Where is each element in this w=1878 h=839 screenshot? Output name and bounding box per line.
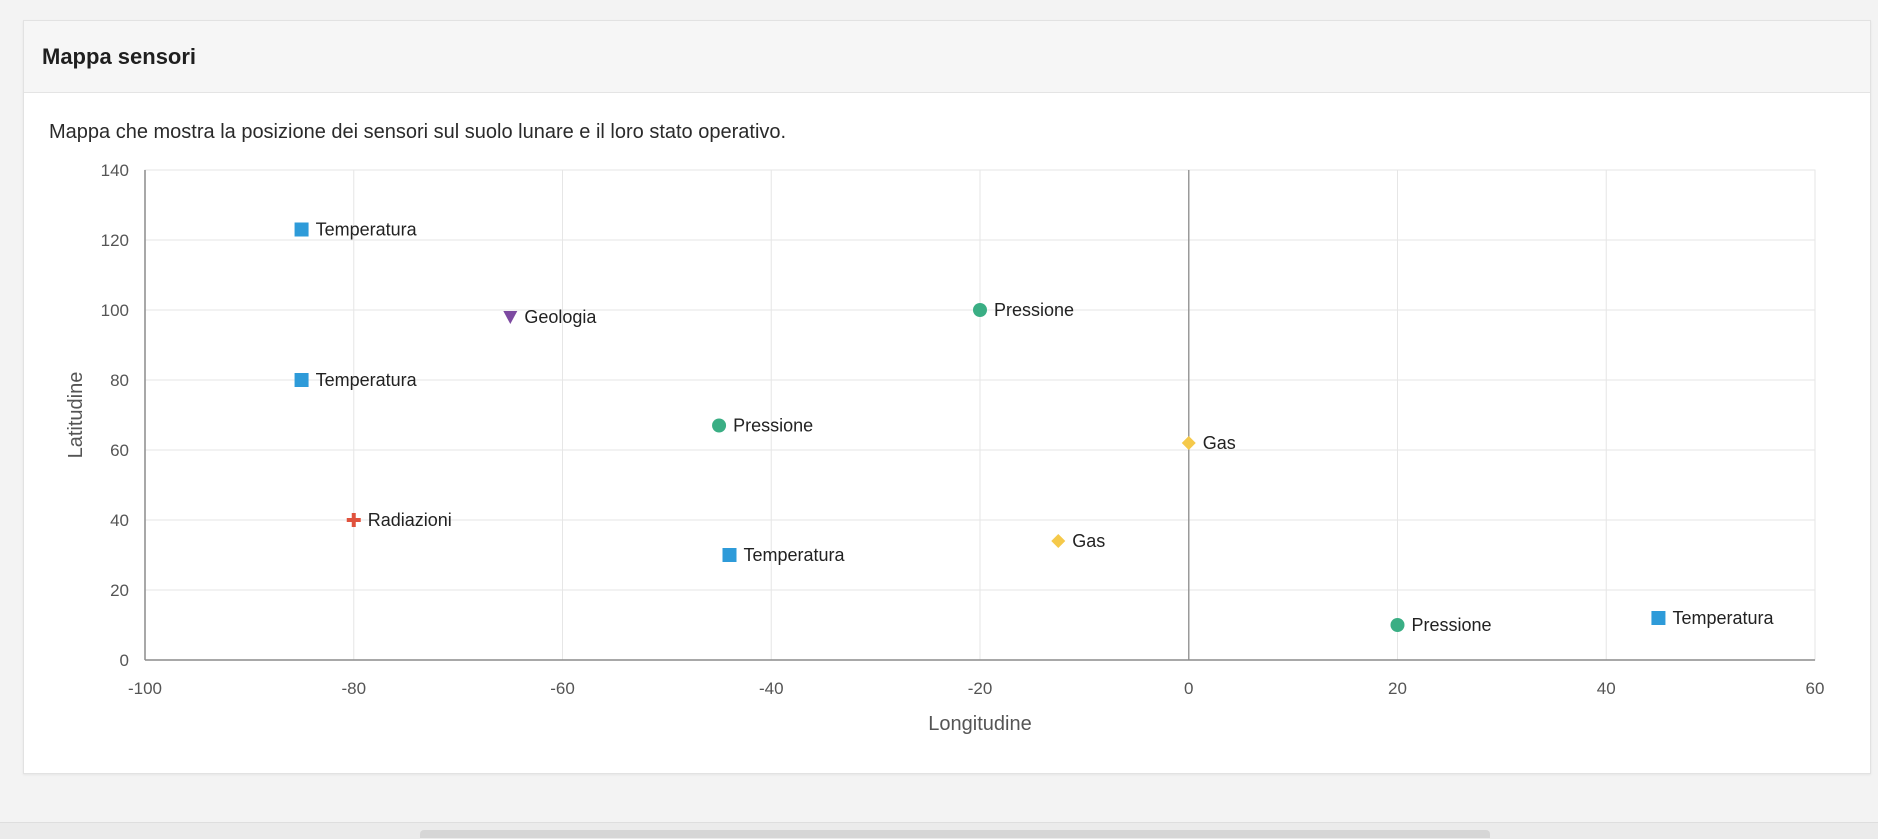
sensor-point-pressione [1390, 618, 1405, 632]
y-tick-label: 60 [110, 441, 129, 460]
y-tick-label: 80 [110, 371, 129, 390]
sensor-point-gas [1181, 436, 1196, 450]
x-tick-label: 20 [1388, 679, 1407, 698]
sensor-point-geologia [503, 311, 518, 324]
sensor-label: Temperatura [316, 220, 418, 240]
y-tick-label: 100 [101, 301, 129, 320]
sensor-label: Gas [1072, 531, 1105, 551]
x-tick-label: 0 [1184, 679, 1193, 698]
x-axis-title: Longitudine [928, 713, 1031, 735]
sensor-map-card: Mappa sensori Mappa che mostra la posizi… [23, 20, 1871, 774]
sensor-label: Temperatura [316, 370, 418, 390]
sensor-point-temperatura [294, 373, 309, 387]
sensor-label: Pressione [1412, 615, 1492, 635]
sensor-point-temperatura [1651, 611, 1666, 625]
sensor-point-temperatura [722, 548, 737, 562]
y-tick-label: 140 [101, 161, 129, 180]
sensor-label: Geologia [524, 307, 597, 327]
x-tick-label: -20 [968, 679, 993, 698]
sensor-label: Pressione [994, 300, 1074, 320]
sensor-label: Temperatura [744, 545, 846, 565]
sensor-label: Gas [1203, 433, 1236, 453]
sensor-point-pressione [973, 303, 987, 317]
sensor-point-pressione [712, 418, 727, 433]
sensor-label: Pressione [733, 416, 813, 436]
y-tick-label: 0 [120, 651, 129, 670]
y-tick-label: 40 [110, 511, 129, 530]
x-tick-label: 40 [1597, 679, 1616, 698]
x-tick-label: -100 [128, 679, 162, 698]
x-tick-label: -80 [341, 679, 366, 698]
sensor-label: Radiazioni [368, 510, 452, 530]
x-tick-label: -60 [550, 679, 575, 698]
bottom-scroll-shadow [420, 830, 1490, 838]
card-header: Mappa sensori [24, 21, 1870, 93]
sensor-point-gas [1051, 534, 1066, 548]
card-description: Mappa che mostra la posizione dei sensor… [49, 121, 787, 143]
card-title: Mappa sensori [42, 43, 197, 69]
sensor-point-radiazioni [346, 513, 361, 527]
sensor-label: Temperatura [1672, 608, 1774, 628]
x-tick-label: -40 [759, 679, 784, 698]
y-tick-label: 120 [101, 231, 129, 250]
x-tick-label: 60 [1806, 679, 1825, 698]
y-axis-title: Latitudine [65, 372, 87, 459]
sensor-point-temperatura [294, 222, 309, 237]
y-tick-label: 20 [110, 581, 129, 600]
